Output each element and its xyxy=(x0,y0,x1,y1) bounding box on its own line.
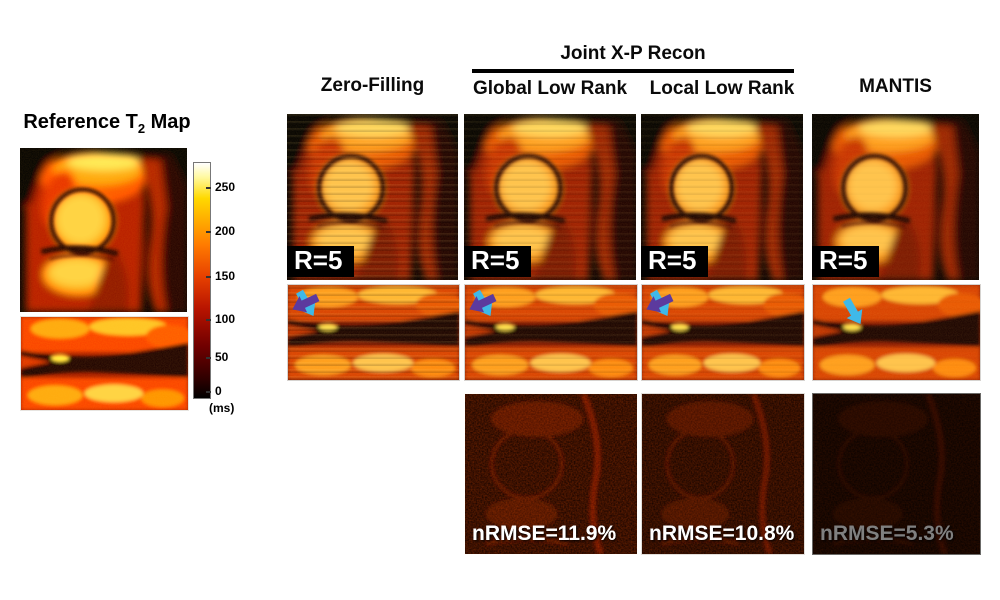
nrmse-label: nRMSE=10.8% xyxy=(649,522,795,545)
colorbar-tickmark xyxy=(206,391,211,393)
reference-title-subscript: 2 xyxy=(137,121,146,136)
colorbar-tickmark xyxy=(206,231,211,233)
zero-filling-recon-image: R=5 xyxy=(287,114,458,280)
global-low-rank-error-map: nRMSE=11.9% xyxy=(464,393,638,555)
column-header-mantis: MANTIS xyxy=(859,76,932,97)
reference-zoom-region-image xyxy=(20,316,189,411)
acceleration-label: R=5 xyxy=(464,245,532,277)
column-header-global-low-rank: Global Low Rank xyxy=(472,78,628,99)
colorbar-tick-200: 200 xyxy=(215,224,236,238)
mantis-error-map: nRMSE=5.3% xyxy=(812,393,981,555)
t2-colorbar xyxy=(193,162,211,399)
colorbar-tick-150: 150 xyxy=(215,269,236,283)
group-header-joint-xp-recon: Joint X-P Recon xyxy=(560,43,706,64)
global-low-rank-recon-image: R=5 xyxy=(464,114,636,280)
local-low-rank-error-map: nRMSE=10.8% xyxy=(641,393,805,555)
colorbar-unit-label: (ms) xyxy=(209,401,235,415)
colorbar-tickmark xyxy=(206,357,211,359)
colorbar-tick-100: 100 xyxy=(215,312,236,326)
colorbar-tickmark xyxy=(206,319,211,321)
local-low-rank-zoom-image xyxy=(641,284,805,381)
colorbar-tick-50: 50 xyxy=(215,350,229,364)
colorbar-tick-0: 0 xyxy=(215,384,222,398)
reference-t2-map-image xyxy=(20,148,187,312)
reference-title-suffix: Map xyxy=(145,111,191,133)
reference-title-prefix: Reference T xyxy=(23,111,138,133)
nrmse-label: nRMSE=5.3% xyxy=(820,522,954,545)
nrmse-label: nRMSE=11.9% xyxy=(472,522,617,545)
acceleration-label: R=5 xyxy=(812,245,880,277)
colorbar-tickmark xyxy=(206,187,211,189)
column-header-local-low-rank: Local Low Rank xyxy=(649,78,795,99)
colorbar-tickmark xyxy=(206,276,211,278)
acceleration-label: R=5 xyxy=(287,245,355,277)
zero-filling-zoom-image xyxy=(287,284,460,381)
group-header-underline xyxy=(472,69,794,73)
local-low-rank-recon-image: R=5 xyxy=(641,114,803,280)
global-low-rank-zoom-image xyxy=(464,284,638,381)
reference-map-title: Reference T2 Map xyxy=(8,111,206,136)
acceleration-label: R=5 xyxy=(641,245,709,277)
mantis-zoom-image xyxy=(812,284,981,381)
colorbar-tick-250: 250 xyxy=(215,180,236,194)
mantis-recon-image: R=5 xyxy=(812,114,979,280)
column-header-zero-filling: Zero-Filling xyxy=(320,75,425,96)
